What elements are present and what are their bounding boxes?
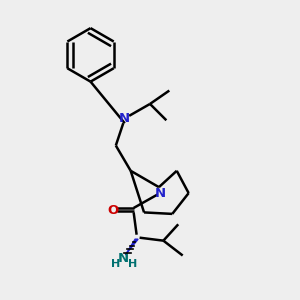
Text: N: N	[118, 252, 129, 265]
Text: N: N	[119, 112, 130, 125]
Text: H: H	[128, 259, 137, 269]
Polygon shape	[125, 239, 138, 255]
Text: N: N	[155, 187, 166, 200]
Text: H: H	[111, 260, 120, 269]
Text: O: O	[107, 204, 118, 218]
